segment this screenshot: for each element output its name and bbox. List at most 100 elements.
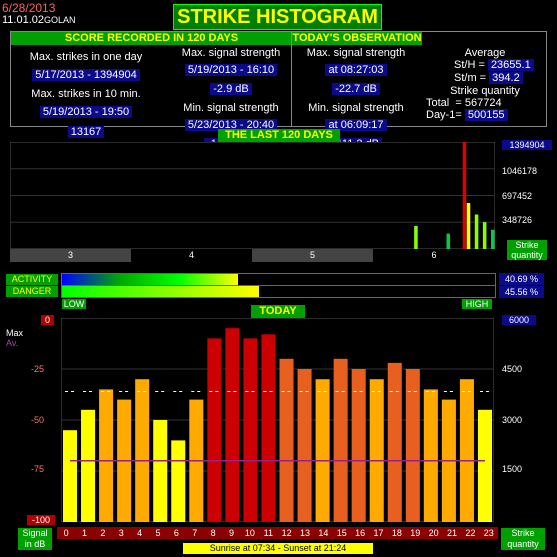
hour-label: 19 (410, 528, 421, 538)
max-one-day-value: 5/17/2013 - 1394904 (32, 69, 140, 81)
hour-label: 14 (318, 528, 329, 538)
max-legend: Max (6, 328, 24, 338)
hour-bar (135, 379, 150, 522)
hour-bar (81, 409, 96, 522)
hour-bar (207, 338, 222, 522)
right-axis-label: 6000 (502, 315, 536, 325)
day-bar (446, 233, 451, 249)
last120-chart (10, 142, 495, 250)
today-observation-title: TODAY'S OBSERVATION (292, 32, 422, 45)
hour-label: 13 (300, 528, 311, 538)
hour-label: 21 (447, 528, 458, 538)
hour-label: 20 (428, 528, 439, 538)
month-label: 3 (10, 249, 131, 262)
hour-bar (153, 420, 168, 522)
activity-meter-fill (62, 274, 239, 285)
hour-bar (423, 389, 438, 522)
stm-label: St/m = (454, 72, 487, 84)
last120-y-label: 697452 (502, 191, 533, 201)
min-signal-date: 5/23/2013 - 20:40 (184, 119, 278, 131)
danger-meter-fill (62, 286, 260, 297)
last120-y-label: 348726 (502, 215, 533, 225)
right-axis-title: Strike quantity (501, 528, 545, 550)
left-axis-label: -100 (27, 515, 55, 525)
day1-label: Day-1= (426, 109, 462, 121)
max-signal-label: Max. signal strength (181, 47, 281, 59)
hour-axis: 0 1 2 3 4 5 6 7 8 9 10 11 12 13 14 15 16 17 18 19 20 21 22 23 (57, 527, 498, 539)
page-title: STRIKE HISTOGRAM (173, 4, 382, 30)
max-one-day-label: Max. strikes in one day (29, 51, 143, 63)
month-label: 4 (131, 249, 252, 262)
danger-meter (61, 285, 496, 298)
hour-label: 6 (173, 528, 179, 538)
today-max-time: at 08:27:03 (325, 64, 387, 76)
today-min-time: at 06:09:17 (325, 119, 387, 131)
score-left-column: Max. strikes in one day 5/17/2013 - 1394… (11, 46, 161, 140)
hour-bar (63, 430, 78, 522)
last120-month-axis: 3 4 5 6 (10, 249, 495, 262)
hour-bar (351, 369, 366, 522)
today-observation-panel: TODAY'S OBSERVATION Max. signal strength… (291, 31, 547, 150)
version-number: 11.01.02 (2, 14, 45, 26)
total-label: Total (426, 97, 450, 109)
hour-label: 17 (373, 528, 384, 538)
day-bar (482, 222, 487, 249)
hour-label: 11 (263, 528, 273, 538)
hour-bar (243, 338, 258, 522)
high-label: HIGH (462, 299, 492, 309)
left-axis-title: Signal in dB (18, 528, 52, 550)
hour-bar (297, 369, 312, 522)
hour-label: 2 (100, 528, 106, 538)
hour-bar (387, 362, 402, 522)
hour-bar (405, 369, 420, 522)
score-panel-title: SCORE RECORDED IN 120 DAYS (11, 32, 292, 45)
hour-label: 9 (229, 528, 235, 538)
right-axis-label: 3000 (502, 415, 523, 425)
version-label: 11.01.02GOLAN (2, 14, 76, 26)
hour-label: 15 (336, 528, 347, 538)
left-axis-label: -75 (31, 464, 45, 474)
hour-label: 5 (155, 528, 161, 538)
danger-value: 45.56 % (499, 286, 544, 298)
min-signal-label: Min. signal strength (183, 102, 279, 114)
right-axis-label: 1500 (502, 464, 523, 474)
hour-bar (315, 379, 330, 522)
left-axis-label: -25 (31, 364, 45, 374)
hour-label: 1 (82, 528, 88, 538)
activity-value: 40.69 % (499, 273, 544, 285)
today-title: TODAY (251, 305, 305, 318)
activity-label: ACTIVITY (6, 274, 58, 285)
today-obs-right-column: Average St/H = 23655.1 St/m = 394.2 Stri… (424, 46, 546, 121)
last120-y-label: 1046178 (502, 166, 538, 176)
low-label: LOW (62, 299, 86, 309)
stm-value: 394.2 (489, 72, 523, 84)
day-bar (474, 214, 479, 249)
day-bar (490, 229, 495, 249)
hour-label: 8 (210, 528, 216, 538)
today-chart (61, 318, 494, 522)
day-bar (414, 225, 418, 249)
max-signal-value: -2.9 dB (210, 83, 252, 95)
strike-quantity-label: Strike quantity (450, 85, 520, 97)
max-10min-date: 5/19/2013 - 19:50 (39, 106, 133, 118)
left-axis-label: -50 (31, 415, 45, 425)
hour-label: 4 (137, 528, 143, 538)
hour-label: 23 (483, 528, 494, 538)
hour-bar (459, 379, 474, 522)
sun-times: Sunrise at 07:34 - Sunset at 21:24 (183, 543, 373, 554)
hour-bar (279, 358, 294, 522)
hour-bar (225, 328, 240, 522)
today-max-signal-label: Max. signal strength (306, 47, 406, 59)
today-max-value: -22.7 dB (332, 83, 380, 95)
hour-label: 12 (281, 528, 292, 538)
hour-bar (477, 409, 492, 522)
last120-y-label: 1394904 (502, 140, 552, 150)
sth-label: St/H = (454, 59, 485, 71)
day1-value: 500155 (464, 109, 508, 121)
max-signal-date: 5/19/2013 - 16:10 (184, 64, 278, 76)
month-label: 6 (373, 249, 495, 262)
last120-right-label: Strike quantity (507, 240, 547, 260)
hour-bar (369, 379, 384, 522)
hour-bar (333, 358, 348, 522)
max-10min-label: Max. strikes in 10 min. (31, 88, 141, 100)
